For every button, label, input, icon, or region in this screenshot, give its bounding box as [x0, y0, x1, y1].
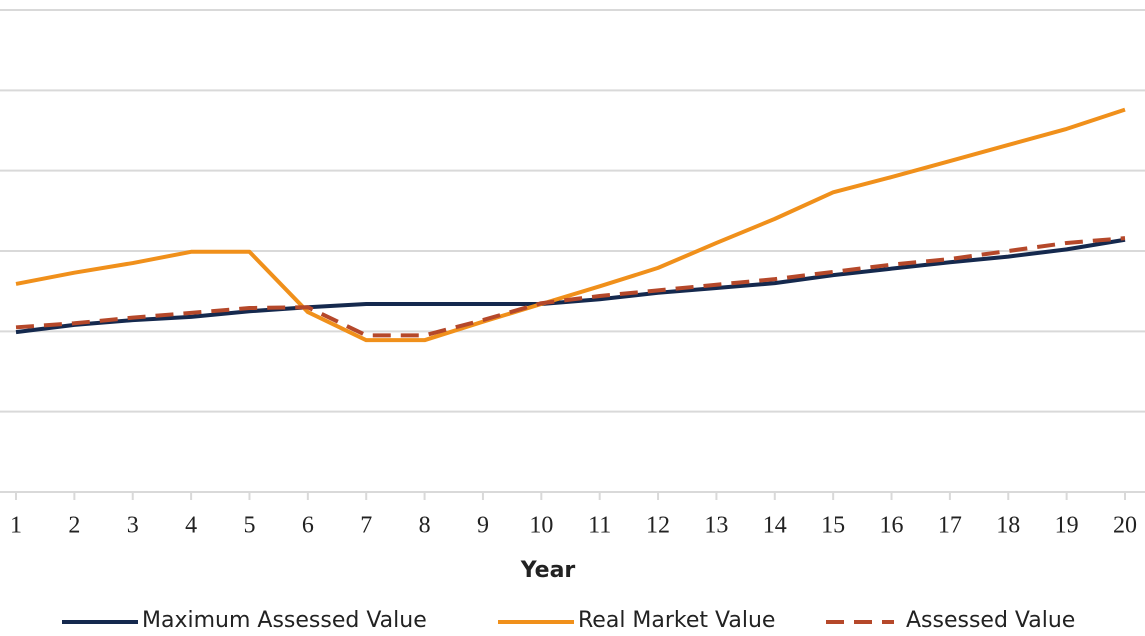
legend-label: Real Market Value: [578, 608, 775, 633]
x-tick-label: 7: [360, 513, 372, 539]
x-tick-label: 11: [588, 513, 611, 539]
legend-label: Assessed Value: [906, 608, 1075, 633]
x-tick-label: 18: [996, 513, 1020, 539]
x-tick-label: 5: [243, 513, 255, 539]
x-tick-label: 15: [821, 513, 845, 539]
x-tick-label: 20: [1113, 513, 1137, 539]
x-tick-label: 10: [529, 513, 553, 539]
x-tick-label: 19: [1055, 513, 1079, 539]
x-tick-label: 8: [419, 513, 431, 539]
legend-label: Maximum Assessed Value: [142, 608, 427, 633]
x-tick-label: 12: [646, 513, 670, 539]
x-tick-label: 1: [10, 513, 22, 539]
line-series: [15, 107, 1126, 343]
x-axis-title: Year: [520, 558, 576, 583]
x-tick-label: 3: [127, 513, 139, 539]
x-tick-label: 9: [477, 513, 489, 539]
x-tick-label: 13: [704, 513, 728, 539]
line-series: [15, 236, 1126, 338]
x-tick-label: 4: [185, 513, 197, 539]
x-tick-label: 6: [302, 513, 314, 539]
x-tick-label: 2: [68, 513, 80, 539]
x-tick-label: 14: [763, 513, 787, 539]
x-tick-label: 17: [938, 513, 962, 539]
x-tick-label: 16: [880, 513, 904, 539]
